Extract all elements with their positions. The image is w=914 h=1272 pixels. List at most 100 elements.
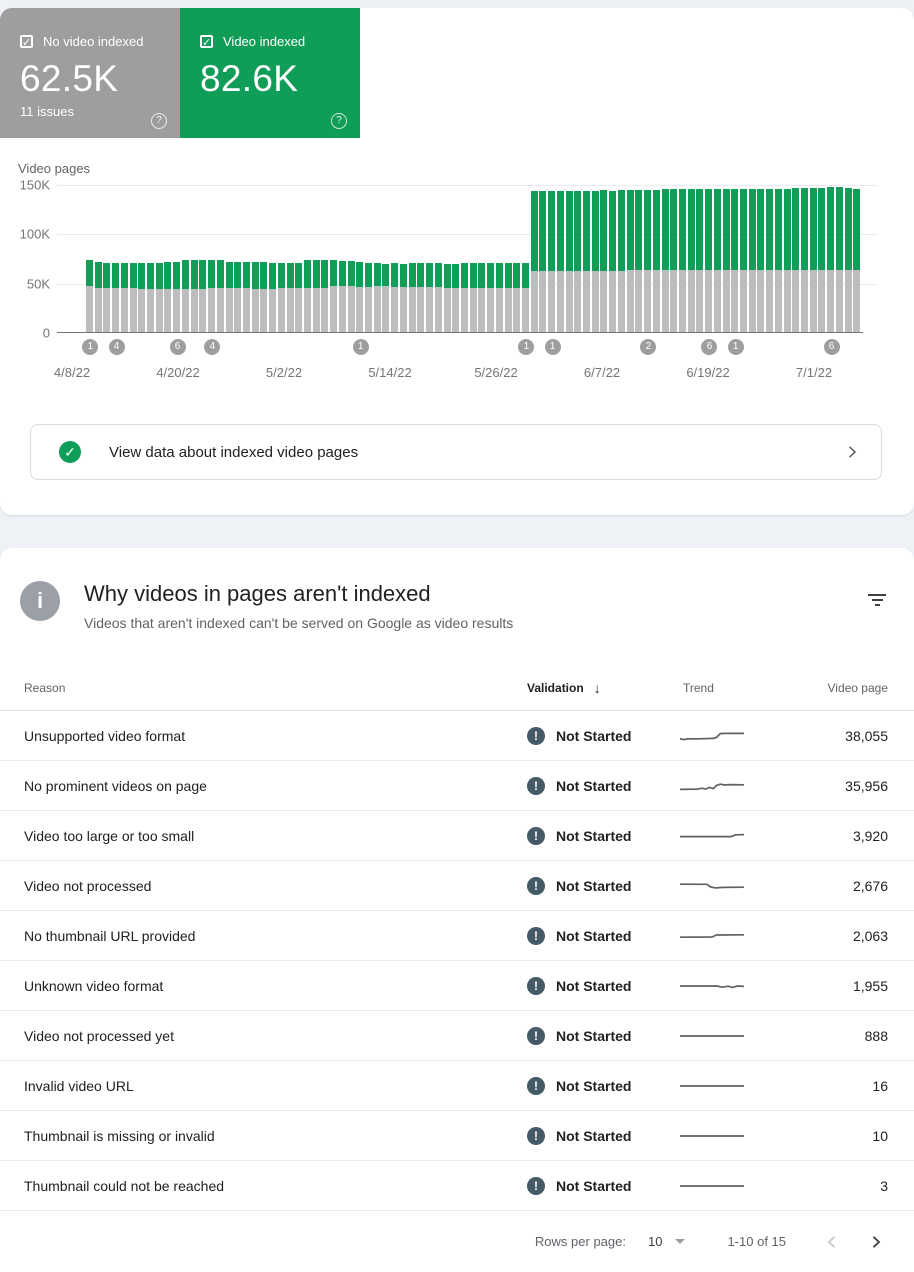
- column-header-trend[interactable]: Trend: [683, 681, 714, 695]
- table-header: Reason Validation ↓ Trend Video page: [0, 665, 914, 711]
- chart-bar: [382, 263, 390, 332]
- chart-bar: [565, 191, 573, 332]
- issue-annotation-marker[interactable]: 1: [82, 339, 99, 355]
- chart-bar: [469, 263, 477, 332]
- validation-cell: ! Not Started: [527, 811, 631, 861]
- y-axis-tick-label: 100K: [19, 226, 50, 242]
- issue-annotation-marker[interactable]: 1: [544, 339, 561, 355]
- trend-sparkline: [680, 861, 744, 911]
- summary-tile-video-indexed[interactable]: ✓ Video indexed 82.6K ?: [180, 8, 360, 138]
- not-started-icon: !: [527, 927, 545, 945]
- chart-bar: [356, 261, 364, 332]
- tile-label-row: ✓ Video indexed: [200, 34, 305, 49]
- chart-bar: [391, 263, 399, 332]
- issue-annotation-marker[interactable]: 6: [823, 339, 840, 355]
- chart-bar: [304, 260, 311, 332]
- chart-bar: [635, 190, 643, 332]
- chart-bar: [452, 263, 460, 332]
- video-page-count: 2,063: [852, 928, 888, 944]
- y-axis-tick-label: 150K: [19, 177, 50, 193]
- issue-annotation-marker[interactable]: 4: [204, 339, 221, 355]
- issue-annotation-marker[interactable]: 6: [701, 339, 718, 355]
- chart-bar: [129, 262, 137, 332]
- trend-sparkline: [680, 761, 744, 811]
- not-started-icon: !: [527, 1077, 545, 1095]
- table-row[interactable]: Thumbnail is missing or invalid! Not Star…: [0, 1111, 914, 1161]
- checkbox-checked-icon[interactable]: ✓: [200, 35, 213, 49]
- chart-bar: [86, 260, 93, 332]
- chart-bar: [522, 262, 529, 332]
- chart-bar: [801, 187, 809, 332]
- rows-per-page-value[interactable]: 10: [647, 1234, 663, 1249]
- issue-annotation-marker[interactable]: 1: [727, 339, 744, 355]
- summary-tile-no-video-indexed[interactable]: ✓ No video indexed 62.5K 11 issues ?: [0, 8, 180, 138]
- chevron-right-icon[interactable]: [845, 445, 859, 459]
- chart-bar: [617, 190, 625, 332]
- chart-bar: [94, 262, 102, 332]
- column-header-video-page[interactable]: Video page: [827, 681, 888, 695]
- y-axis-tick-label: 0: [42, 325, 50, 341]
- validation-status: Not Started: [556, 928, 632, 944]
- x-axis-date-label: 4/20/22: [156, 365, 200, 380]
- chart-bar: [173, 261, 181, 332]
- validation-cell: ! Not Started: [527, 1011, 631, 1061]
- chart-bar: [644, 190, 652, 332]
- gridline-150k: [57, 185, 878, 186]
- view-indexed-data-banner[interactable]: ✓ View data about indexed video pages: [30, 424, 882, 480]
- table-row[interactable]: Thumbnail could not be reached! Not Start…: [0, 1161, 914, 1211]
- issue-annotation-marker[interactable]: 4: [108, 339, 125, 355]
- table-row[interactable]: Unsupported video format! Not Started 38,0…: [0, 711, 914, 761]
- section-title: Why videos in pages aren't indexed: [84, 581, 431, 606]
- validation-header-label: Validation: [527, 681, 584, 695]
- chart-bar: [330, 259, 338, 332]
- not-started-icon: !: [527, 1127, 545, 1145]
- info-icon: i: [20, 581, 60, 621]
- issue-annotation-marker[interactable]: 6: [169, 339, 186, 355]
- chart-bar: [338, 260, 346, 332]
- video-page-count: 16: [872, 1078, 888, 1094]
- table-row[interactable]: Video too large or too small! Not Started…: [0, 811, 914, 861]
- chart-bar: [487, 262, 495, 332]
- success-check-icon: ✓: [59, 441, 81, 463]
- table-row[interactable]: Invalid video URL! Not Started 16: [0, 1061, 914, 1111]
- x-axis-date-label: 5/14/22: [368, 365, 412, 380]
- chart-bar: [103, 262, 111, 332]
- chart-bar: [740, 189, 747, 332]
- reason-cell: No prominent videos on page: [24, 778, 207, 794]
- validation-status: Not Started: [556, 1078, 632, 1094]
- issue-annotation-marker[interactable]: 2: [640, 339, 657, 355]
- previous-page-button[interactable]: [818, 1228, 846, 1256]
- issue-annotation-marker[interactable]: 1: [518, 339, 535, 355]
- validation-status: Not Started: [556, 1028, 632, 1044]
- column-header-validation[interactable]: Validation ↓: [527, 665, 601, 711]
- table-row[interactable]: No prominent videos on page! Not Started 3…: [0, 761, 914, 811]
- issue-annotation-marker[interactable]: 1: [352, 339, 369, 355]
- chart-plot: [57, 185, 878, 333]
- table-row[interactable]: Video not processed yet! Not Started 888: [0, 1011, 914, 1061]
- filter-icon[interactable]: [868, 594, 886, 608]
- table-row[interactable]: No thumbnail URL provided! Not Started 2,0…: [0, 911, 914, 961]
- chart-bar: [670, 189, 678, 332]
- column-header-reason[interactable]: Reason: [24, 681, 66, 695]
- next-page-button[interactable]: [862, 1228, 890, 1256]
- chart-bar: [199, 260, 207, 332]
- help-icon[interactable]: ?: [151, 113, 167, 129]
- validation-status: Not Started: [556, 778, 632, 794]
- table-row[interactable]: Unknown video format! Not Started 1,955: [0, 961, 914, 1011]
- tile-value: 62.5K: [20, 58, 119, 99]
- reason-cell: Video not processed yet: [24, 1028, 174, 1044]
- chart-bar: [277, 262, 285, 332]
- tile-label: No video indexed: [43, 34, 144, 49]
- chart-bar: [434, 263, 442, 332]
- checkbox-checked-icon[interactable]: ✓: [20, 35, 33, 49]
- chart-bar: [626, 190, 634, 332]
- video-indexing-report-card: ✓ No video indexed 62.5K 11 issues ? ✓ V…: [0, 8, 914, 515]
- rows-per-page-dropdown-icon[interactable]: [675, 1239, 686, 1244]
- table-row[interactable]: Video not processed! Not Started 2,676: [0, 861, 914, 911]
- chart-bar: [792, 187, 800, 332]
- chart-bar: [609, 190, 617, 332]
- chart-bar: [713, 189, 721, 332]
- chart-bar: [269, 262, 277, 332]
- help-icon[interactable]: ?: [331, 113, 347, 129]
